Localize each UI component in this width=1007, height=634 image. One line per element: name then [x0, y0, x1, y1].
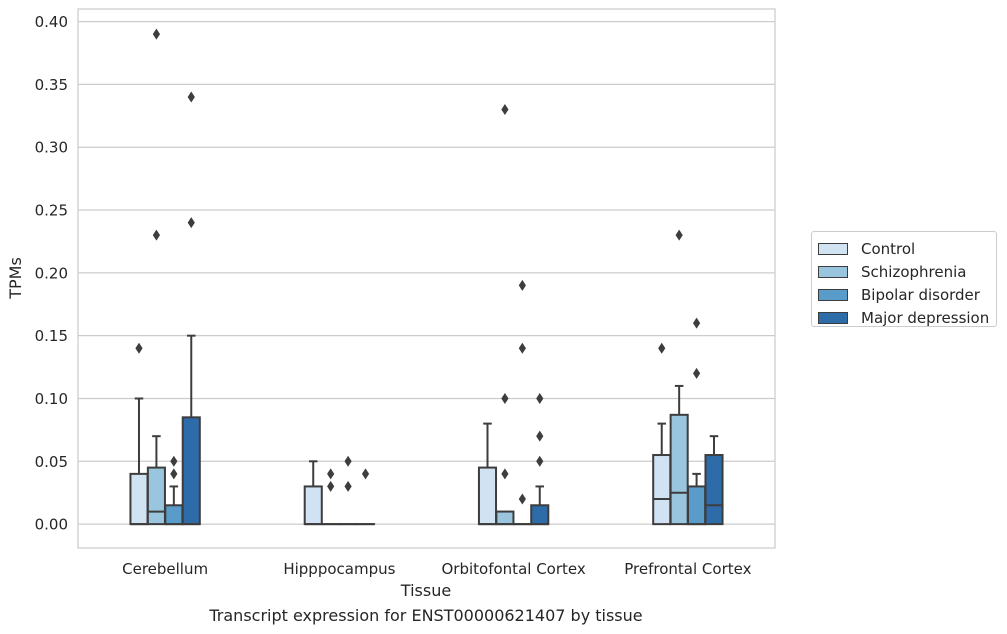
box — [477, 466, 498, 526]
y-tick-label: 0.15 — [35, 327, 68, 345]
outlier-point — [135, 342, 143, 354]
legend-label-major-depression: Major depression — [861, 308, 990, 327]
box-group — [164, 455, 184, 526]
box-group — [355, 468, 376, 526]
outlier-point — [501, 104, 509, 116]
box-group — [129, 342, 149, 526]
y-tick-label: 0.40 — [35, 13, 68, 31]
box — [704, 454, 724, 526]
box — [687, 485, 707, 526]
box — [181, 416, 201, 526]
outlier-point — [692, 317, 701, 329]
outlier-point — [658, 342, 666, 354]
y-tick-label: 0.05 — [35, 453, 68, 471]
outlier-point — [518, 493, 526, 505]
y-tick-label: 0.20 — [35, 264, 68, 282]
box — [495, 510, 515, 526]
box-group — [512, 279, 532, 526]
outlier-point — [187, 217, 195, 229]
legend-swatch-control — [818, 242, 848, 255]
outlier-point — [692, 367, 701, 379]
box-group — [303, 460, 323, 526]
box — [669, 413, 689, 526]
outlier-point — [327, 480, 335, 492]
legend-swatch-schizophrenia — [818, 265, 848, 278]
x-tick-label: Hipppocampus — [283, 560, 395, 578]
outlier-point — [170, 468, 178, 480]
outlier-point — [536, 455, 544, 467]
outlier-point — [170, 455, 178, 467]
outlier-point — [187, 91, 195, 103]
box-group — [146, 28, 166, 526]
outlier-point — [501, 392, 509, 404]
outlier-point — [361, 468, 370, 480]
y-tick-label: 0.25 — [35, 202, 68, 220]
x-tick-label: Orbitofontal Cortex — [442, 560, 586, 578]
box-group — [687, 317, 707, 526]
outlier-point — [501, 468, 509, 480]
y-tick-label: 0.35 — [35, 76, 68, 94]
outlier-point — [152, 229, 161, 241]
box — [129, 472, 149, 526]
legend: Control Schizophrenia Bipolar disorder M… — [811, 231, 997, 327]
legend-item-major-depression: Major depression — [818, 306, 996, 329]
legend-item-control: Control — [818, 237, 996, 260]
box — [164, 504, 184, 526]
y-tick-label: 0.30 — [35, 139, 68, 157]
x-axis-label: Tissue — [400, 581, 451, 600]
box — [530, 504, 550, 526]
legend-swatch-bipolar-disorder — [818, 288, 848, 301]
outlier-point — [152, 28, 161, 40]
box-group — [321, 468, 341, 526]
box — [303, 485, 323, 526]
legend-item-schizophrenia: Schizophrenia — [818, 260, 996, 283]
legend-item-bipolar-disorder: Bipolar disorder — [818, 283, 996, 306]
legend-label-schizophrenia: Schizophrenia — [861, 262, 967, 281]
plot-frame — [77, 8, 776, 549]
box — [146, 466, 166, 526]
box-group — [477, 422, 498, 526]
outlier-point — [344, 480, 352, 492]
box-group — [530, 392, 550, 526]
box-group — [704, 435, 724, 526]
legend-label-bipolar-disorder: Bipolar disorder — [861, 285, 980, 304]
box-group — [495, 104, 515, 526]
chart-caption: Transcript expression for ENST0000062140… — [209, 606, 643, 625]
outlier-point — [536, 392, 544, 404]
x-tick-label: Cerebellum — [122, 560, 208, 578]
legend-label-control: Control — [861, 239, 916, 258]
y-axis-label: TPMs — [6, 257, 25, 300]
outlier-point — [518, 342, 526, 354]
x-tick-label: Prefrontal Cortex — [624, 560, 751, 578]
box — [652, 454, 672, 526]
box-group — [669, 229, 689, 526]
outlier-point — [344, 455, 352, 467]
box-group — [181, 91, 201, 526]
box-group — [652, 342, 672, 526]
y-tick-label: 0.00 — [35, 516, 68, 534]
legend-swatch-major-depression — [818, 311, 848, 324]
outlier-point — [518, 279, 526, 291]
outlier-point — [675, 229, 683, 241]
box-group — [338, 455, 358, 526]
outlier-point — [536, 430, 544, 442]
y-tick-label: 0.10 — [35, 390, 68, 408]
outlier-point — [327, 468, 335, 480]
